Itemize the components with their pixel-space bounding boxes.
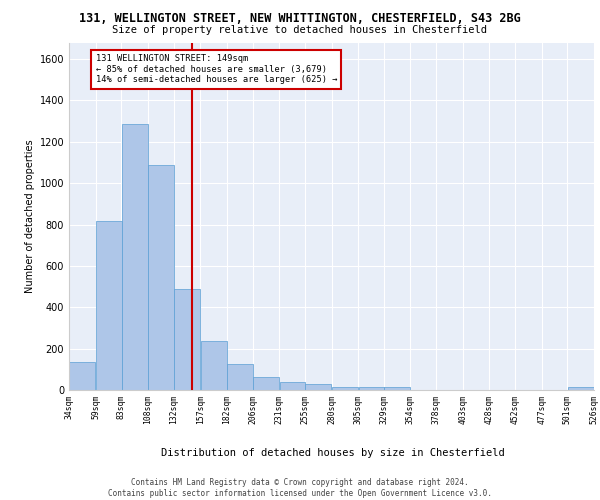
- Text: Size of property relative to detached houses in Chesterfield: Size of property relative to detached ho…: [113, 25, 487, 35]
- Bar: [200, 341, 227, 390]
- Bar: [174, 288, 200, 390]
- Bar: [70, 362, 95, 390]
- Text: Contains HM Land Registry data © Crown copyright and database right 2024.
Contai: Contains HM Land Registry data © Crown c…: [108, 478, 492, 498]
- Bar: [227, 364, 253, 390]
- Bar: [148, 164, 174, 390]
- Bar: [96, 222, 122, 390]
- Bar: [568, 388, 593, 390]
- Y-axis label: Number of detached properties: Number of detached properties: [25, 140, 35, 293]
- Bar: [253, 376, 279, 390]
- Bar: [332, 387, 358, 390]
- Bar: [384, 388, 410, 390]
- Bar: [305, 384, 331, 390]
- Bar: [359, 388, 385, 390]
- Text: 131 WELLINGTON STREET: 149sqm
← 85% of detached houses are smaller (3,679)
14% o: 131 WELLINGTON STREET: 149sqm ← 85% of d…: [95, 54, 337, 84]
- Bar: [280, 382, 305, 390]
- Bar: [122, 124, 148, 390]
- Text: Distribution of detached houses by size in Chesterfield: Distribution of detached houses by size …: [161, 448, 505, 458]
- Text: 131, WELLINGTON STREET, NEW WHITTINGTON, CHESTERFIELD, S43 2BG: 131, WELLINGTON STREET, NEW WHITTINGTON,…: [79, 12, 521, 26]
